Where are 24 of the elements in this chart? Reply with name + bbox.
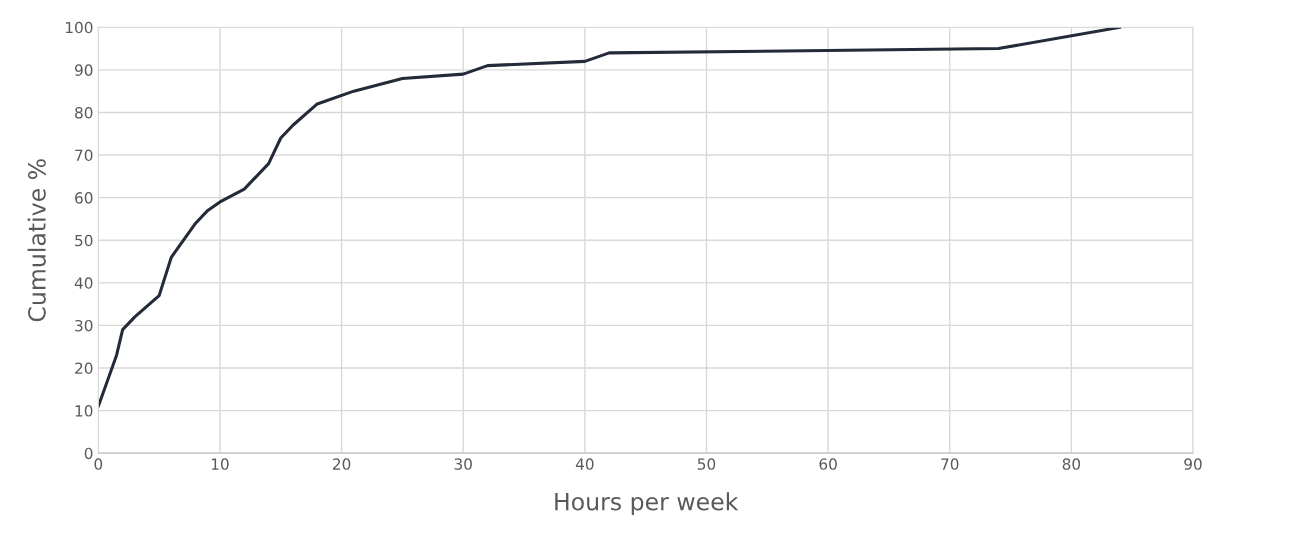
y-tick-label: 30 xyxy=(75,319,93,332)
x-tick-label: 90 xyxy=(1184,458,1202,470)
y-tick-label: 100 xyxy=(65,21,93,34)
x-tick-label: 60 xyxy=(819,458,837,470)
y-tick-label: 70 xyxy=(75,149,93,162)
x-tick-label: 10 xyxy=(211,458,229,470)
x-axis-title: Hours per week xyxy=(555,492,739,516)
x-tick-label: 20 xyxy=(332,458,351,470)
x-tick-label: 80 xyxy=(1062,458,1081,470)
y-tick-label: 10 xyxy=(75,405,93,417)
y-tick-label: 20 xyxy=(75,362,93,375)
y-tick-label: 0 xyxy=(84,447,93,460)
y-axis-title: Cumulative % xyxy=(27,159,46,322)
x-tick-label: 40 xyxy=(575,458,594,470)
y-tick-label: 60 xyxy=(75,192,93,204)
x-tick-label: 70 xyxy=(941,458,959,470)
x-tick-label: 50 xyxy=(697,458,716,470)
x-tick-label: 0 xyxy=(94,458,103,470)
x-tick-label: 30 xyxy=(454,458,472,470)
y-tick-label: 50 xyxy=(75,234,93,247)
line-series xyxy=(98,27,1122,408)
y-tick-label: 80 xyxy=(75,106,93,119)
y-tick-label: 40 xyxy=(74,277,93,289)
y-tick-label: 90 xyxy=(74,64,93,76)
